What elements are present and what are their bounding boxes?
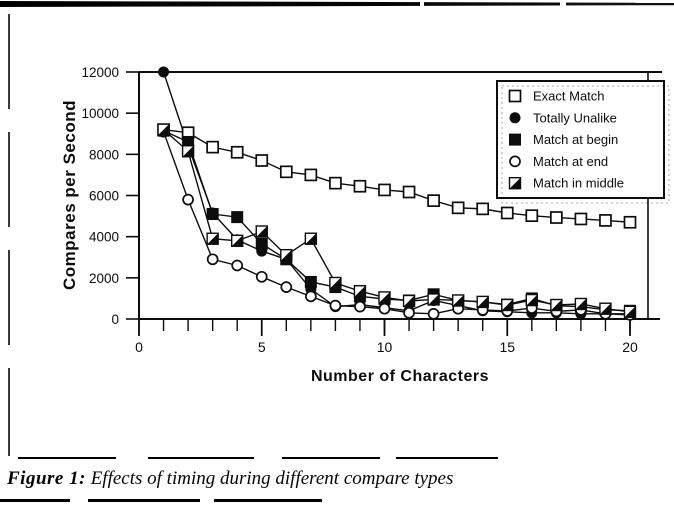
y-tick-label: 8000 [89, 147, 119, 162]
figure-caption: Figure 1: Effects of timing during diffe… [7, 468, 667, 490]
data-point-match-at-end [280, 281, 293, 293]
data-point-match-at-end [378, 302, 391, 315]
y-tick-label: 0 [111, 312, 119, 327]
data-point-exact-match [329, 176, 342, 190]
data-point-match-in-middle [477, 296, 489, 308]
figure-caption-text: Effects of timing during different compa… [85, 468, 454, 489]
data-point-match-in-middle [624, 306, 636, 318]
data-point-exact-match [279, 165, 293, 179]
data-point-exact-match [623, 215, 637, 229]
data-point-exact-match [353, 179, 367, 193]
x-tick-label: 15 [499, 339, 515, 355]
data-point-match-in-middle [599, 303, 611, 315]
legend-label: Totally Unalike [533, 110, 617, 125]
data-point-exact-match [378, 183, 391, 197]
data-point-match-in-middle [526, 294, 538, 306]
data-point-exact-match [206, 140, 219, 154]
timing-line-chart-canvas: 0 2000 4000 6000 8000 10000 12000 0 5 10 15 20 Exact… [81, 65, 670, 355]
data-point-match-at-end [354, 300, 366, 313]
data-point-match-at-begin [206, 208, 219, 221]
scan-artifact-top-rule [0, 1, 674, 7]
data-point-match-at-end [255, 270, 268, 283]
data-point-match-at-end [427, 308, 440, 320]
rule-below-caption [0, 499, 390, 502]
x-tick-label: 20 [622, 339, 638, 355]
data-point-match-in-middle [158, 124, 170, 136]
legend-marker-filled-square [509, 133, 521, 146]
data-point-match-in-middle [550, 299, 562, 311]
data-point-match-in-middle [329, 277, 341, 289]
legend-label: Exact Match [533, 89, 605, 104]
data-point-exact-match [525, 209, 539, 223]
y-tick-label: 10000 [81, 106, 119, 121]
figure-caption-label: Figure 1: [7, 468, 86, 489]
data-point-exact-match [476, 202, 490, 216]
data-point-match-at-end [206, 253, 219, 266]
data-point-match-in-middle [452, 294, 464, 306]
data-point-match-at-end [403, 306, 415, 319]
legend-label: Match in middle [533, 176, 624, 191]
data-point-match-in-middle [231, 235, 243, 247]
legend-marker-open-square [508, 89, 522, 103]
data-point-match-in-middle [379, 291, 390, 303]
data-point-match-in-middle [182, 145, 194, 157]
legend-box-scan-shadow [501, 85, 670, 204]
legend-marker-filled-circle [509, 112, 521, 124]
y-axis-title: Compares per Second [60, 100, 79, 290]
rule-above-caption [18, 457, 518, 459]
data-point-exact-match [255, 154, 269, 167]
legend-label: Match at begin [533, 132, 618, 147]
data-point-match-in-middle [280, 249, 292, 261]
data-point-match-in-middle [575, 298, 587, 310]
data-point-exact-match [500, 206, 514, 220]
data-point-match-at-end [305, 290, 317, 303]
x-tick-label: 0 [135, 339, 143, 355]
legend-marker-open-circle [509, 155, 521, 168]
data-point-match-at-begin [255, 237, 268, 250]
y-tick-label: 6000 [89, 189, 119, 204]
y-tick-label: 12000 [81, 65, 119, 80]
x-tick-label: 10 [377, 339, 393, 355]
data-point-match-in-middle [256, 226, 268, 238]
data-point-exact-match [427, 194, 440, 207]
data-point-match-in-middle [403, 295, 415, 307]
data-point-match-at-end [329, 299, 342, 312]
data-point-match-in-middle [354, 285, 366, 297]
data-point-exact-match [549, 211, 563, 224]
y-tick-label: 4000 [89, 230, 119, 245]
data-point-match-at-begin [304, 275, 317, 288]
data-point-match-in-middle [305, 233, 317, 245]
data-point-match-at-begin [231, 211, 244, 224]
legend-label: Match at end [533, 154, 608, 169]
data-point-match-at-end [231, 259, 244, 272]
legend-marker-half-filled-square [509, 177, 521, 189]
data-point-match-at-end [182, 193, 194, 206]
y-tick-label: 2000 [89, 271, 119, 286]
timing-chart: 0 2000 4000 6000 8000 10000 12000 0 5 10 15 20 Exact… [81, 65, 670, 355]
data-point-exact-match [402, 185, 416, 199]
data-point-exact-match [304, 168, 318, 182]
data-point-exact-match [574, 212, 588, 226]
data-point-exact-match [451, 201, 465, 215]
data-point-match-in-middle [501, 299, 513, 311]
legend-box [496, 80, 665, 199]
x-tick-label: 5 [258, 339, 266, 355]
scan-artifact-left-rule [8, 14, 10, 456]
x-axis-title: Number of Characters [310, 368, 490, 385]
data-point-exact-match [599, 214, 612, 227]
data-point-match-in-middle [428, 293, 440, 305]
data-point-exact-match [230, 145, 244, 159]
data-point-match-in-middle [207, 233, 219, 245]
data-point-totally-unalike [158, 66, 170, 78]
